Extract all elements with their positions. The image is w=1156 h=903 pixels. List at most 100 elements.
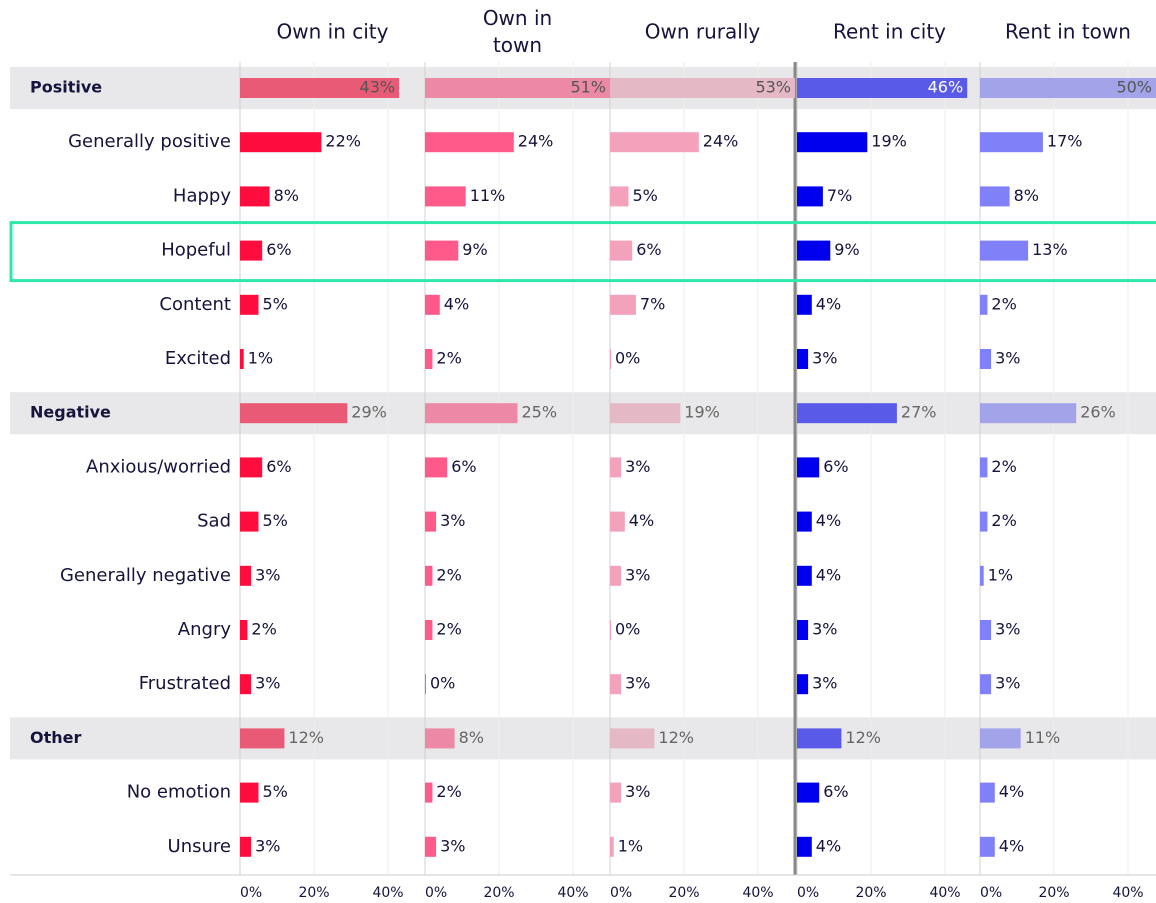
value-label: 3% — [812, 349, 837, 368]
group-label: Positive — [30, 78, 102, 97]
x-tick-label: 40% — [742, 885, 773, 901]
bar — [610, 457, 622, 478]
value-label: 19% — [871, 132, 907, 151]
bar — [980, 240, 1029, 261]
bar — [425, 674, 426, 695]
bar — [610, 511, 625, 532]
value-label: 4% — [816, 511, 841, 530]
bar — [980, 186, 1010, 207]
value-label: 0% — [615, 349, 640, 368]
value-label: 2% — [436, 565, 461, 584]
value-label: 19% — [684, 403, 720, 422]
x-tick-label: 20% — [668, 885, 699, 901]
bar — [240, 78, 400, 98]
value-label: 1% — [248, 349, 273, 368]
value-label: 4% — [816, 565, 841, 584]
value-label: 3% — [812, 674, 837, 693]
value-label: 3% — [625, 674, 650, 693]
x-tick-label: 40% — [929, 885, 960, 901]
column-title: Own rurally — [645, 20, 761, 44]
value-label: 2% — [991, 511, 1016, 530]
value-label: 4% — [999, 782, 1024, 801]
value-label: 5% — [263, 782, 288, 801]
bar — [980, 782, 995, 803]
value-label: 3% — [995, 674, 1020, 693]
category-label: Anxious/worried — [86, 456, 231, 477]
bar — [610, 620, 611, 640]
bar — [797, 132, 868, 153]
bar — [610, 186, 629, 207]
value-label: 12% — [288, 728, 324, 747]
bar — [980, 620, 992, 640]
bar — [610, 674, 622, 695]
bar — [425, 403, 518, 424]
bar — [980, 565, 984, 586]
value-label: 2% — [251, 620, 276, 639]
x-tick-label: 0% — [240, 885, 262, 901]
value-label: 7% — [827, 186, 852, 205]
value-label: 9% — [462, 240, 487, 259]
bar — [980, 349, 992, 369]
group-label: Negative — [30, 403, 111, 422]
value-label: 4% — [816, 836, 841, 855]
bar — [797, 674, 809, 695]
bar — [425, 78, 610, 98]
value-label: 3% — [255, 674, 280, 693]
value-label: 1% — [988, 565, 1013, 584]
value-label: 11% — [470, 186, 506, 205]
bar — [240, 349, 244, 369]
bar — [610, 78, 795, 98]
category-label: Frustrated — [139, 673, 231, 694]
value-label: 7% — [640, 294, 665, 313]
bar — [240, 294, 259, 315]
bar — [425, 132, 514, 153]
value-label: 9% — [834, 240, 859, 259]
bar — [240, 186, 270, 207]
bar — [797, 403, 897, 424]
value-label: 25% — [522, 403, 558, 422]
bar — [610, 836, 614, 857]
bar — [980, 457, 988, 478]
value-label: 4% — [444, 294, 469, 313]
value-label: 3% — [255, 836, 280, 855]
bar — [610, 294, 636, 315]
bar — [797, 836, 812, 857]
category-label: Happy — [173, 185, 231, 206]
x-tick-label: 20% — [298, 885, 329, 901]
bar — [980, 674, 992, 695]
bar — [980, 403, 1077, 424]
x-tick-label: 0% — [797, 885, 819, 901]
bar — [797, 728, 842, 749]
value-label: 4% — [629, 511, 654, 530]
bar — [425, 240, 459, 261]
value-label: 12% — [845, 728, 881, 747]
column-title: Own in town — [483, 6, 552, 57]
value-label: 6% — [823, 457, 848, 476]
bar — [797, 782, 820, 803]
value-label: 50% — [1116, 78, 1152, 97]
bar — [425, 782, 433, 803]
bar — [240, 240, 263, 261]
value-label: 51% — [570, 78, 606, 97]
category-label: Hopeful — [161, 240, 231, 261]
bar — [240, 565, 252, 586]
bar — [610, 132, 699, 153]
value-label: 0% — [430, 674, 455, 693]
bar — [610, 565, 622, 586]
value-label: 43% — [360, 78, 396, 97]
category-label: Angry — [178, 619, 232, 640]
group-label: Other — [30, 728, 81, 747]
bar — [240, 132, 322, 153]
value-label: 3% — [995, 620, 1020, 639]
value-label: 3% — [812, 620, 837, 639]
bar — [425, 620, 433, 640]
x-tick-label: 40% — [557, 885, 588, 901]
value-label: 24% — [518, 132, 554, 151]
x-tick-label: 20% — [1038, 885, 1069, 901]
bar — [610, 403, 681, 424]
x-tick-label: 0% — [610, 885, 632, 901]
value-label: 8% — [1014, 186, 1039, 205]
value-label: 24% — [703, 132, 739, 151]
value-label: 8% — [274, 186, 299, 205]
bar — [797, 457, 820, 478]
